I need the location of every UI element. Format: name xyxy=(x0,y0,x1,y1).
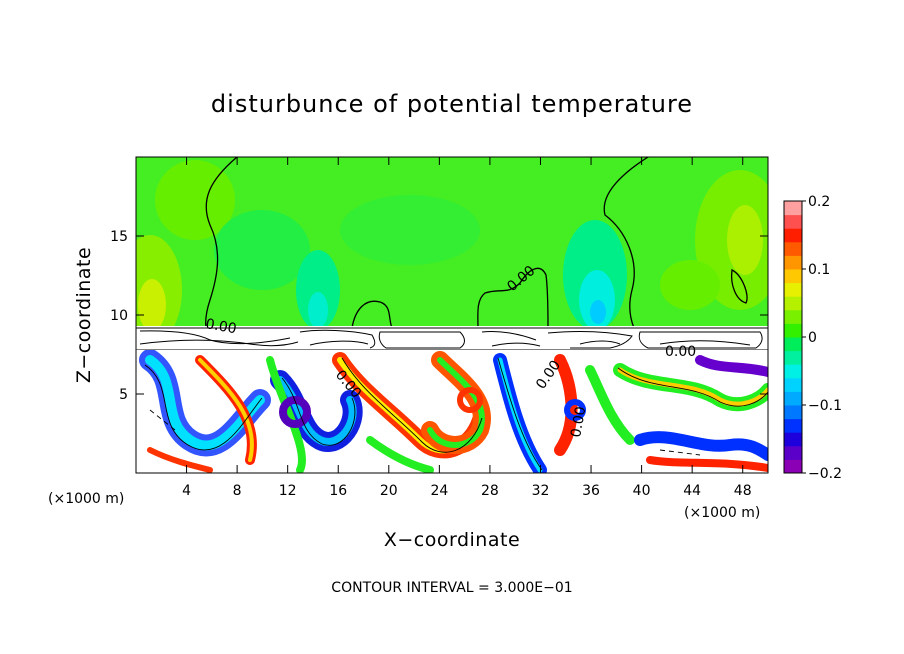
colorbar-swatch xyxy=(784,296,802,311)
x-axis-label: X−coordinate xyxy=(384,529,520,551)
colorbar-tick-label: 0.1 xyxy=(808,262,830,278)
x-unit-right: (×1000 m) xyxy=(684,505,760,521)
colorbar: 0.2 0.1 0 −0.1 −0.2 xyxy=(783,194,842,482)
x-tick-label: 24 xyxy=(430,483,448,499)
colorbar-swatch xyxy=(784,309,802,324)
contour-label: 0.00 xyxy=(568,405,589,438)
plot-area: 0.00 0.00 0.00 0.00 0.00 0.00 xyxy=(136,157,768,473)
x-tick-label: 12 xyxy=(279,483,297,499)
x-unit-left: (×1000 m) xyxy=(48,491,124,507)
colorbar-swatch xyxy=(784,214,802,229)
x-tick-label: 20 xyxy=(380,483,398,499)
colorbar-swatch xyxy=(784,445,802,460)
colorbar-tick-label: 0.2 xyxy=(808,194,830,210)
y-axis-label: Z−coordinate xyxy=(73,247,95,383)
upper-contours xyxy=(204,157,748,329)
x-tick-label: 28 xyxy=(481,483,499,499)
x-tick-label: 8 xyxy=(233,483,242,499)
lower-layer xyxy=(136,350,768,473)
y-tick-label: 5 xyxy=(119,387,128,403)
contour-label: 0.00 xyxy=(204,316,237,337)
y-tick-label: 10 xyxy=(110,308,128,324)
colorbar-swatch xyxy=(784,418,802,433)
x-tick-label: 48 xyxy=(734,483,752,499)
y-tick-label: 15 xyxy=(110,229,128,245)
colorbar-tick-label: −0.2 xyxy=(808,466,842,482)
x-tick-label: 40 xyxy=(633,483,651,499)
x-tick-label: 44 xyxy=(683,483,701,499)
colorbar-swatch xyxy=(784,255,802,270)
colorbar-swatch xyxy=(784,269,802,284)
x-tick-label: 36 xyxy=(582,483,600,499)
colorbar-tick-label: 0 xyxy=(808,330,817,346)
colorbar-swatch xyxy=(784,241,802,256)
colorbar-swatch xyxy=(784,391,802,406)
chart-title: disturbunce of potential temperature xyxy=(211,90,693,118)
colorbar-swatch xyxy=(784,323,802,338)
colorbar-swatch xyxy=(784,282,802,297)
x-tick-label: 32 xyxy=(532,483,550,499)
colorbar-swatch xyxy=(784,432,802,447)
boundary-band xyxy=(136,326,768,351)
lower-contours xyxy=(144,357,768,471)
colorbar-tick-label: −0.1 xyxy=(808,398,842,414)
upper-layer-features xyxy=(136,160,768,345)
x-tick-label: 16 xyxy=(329,483,347,499)
contour-interval-note: CONTOUR INTERVAL = 3.000E−01 xyxy=(331,580,572,596)
colorbar-swatch xyxy=(784,459,802,474)
colorbar-swatch xyxy=(784,377,802,392)
colorbar-swatch xyxy=(784,350,802,365)
colorbar-swatch xyxy=(784,364,802,379)
x-tick-label: 4 xyxy=(182,483,191,499)
colorbar-swatch xyxy=(784,337,802,352)
colorbar-swatch xyxy=(784,405,802,420)
colorbar-swatch xyxy=(784,201,802,216)
contour-label: 0.00 xyxy=(665,344,696,360)
colorbar-swatch xyxy=(784,228,802,243)
